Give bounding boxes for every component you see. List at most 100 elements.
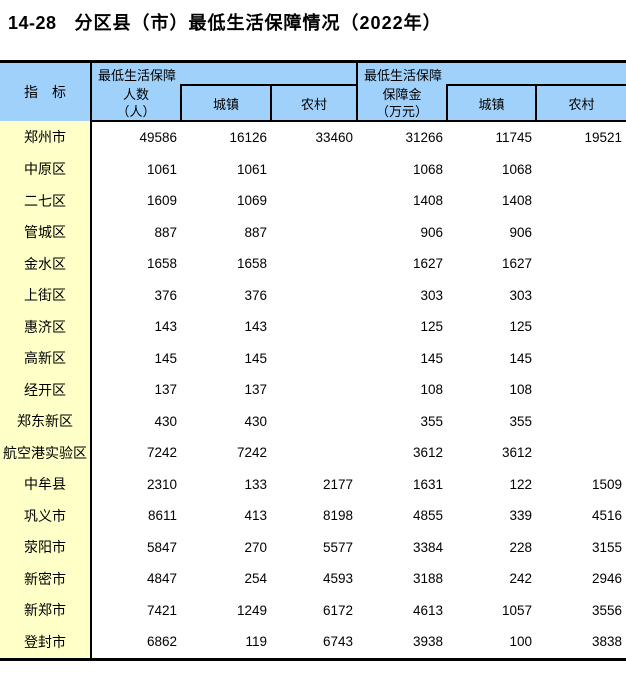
value-cell: 143: [154, 319, 177, 335]
value-cell: 4855: [412, 508, 443, 524]
value-cell: 303: [420, 287, 443, 303]
table-number: 14-28: [8, 13, 57, 33]
value-cell: 137: [244, 382, 267, 398]
value-cell: 7242: [146, 445, 177, 461]
table-row: 登封市 6862 119 6743 3938 100 3838: [0, 626, 626, 659]
value-cell: 145: [420, 350, 443, 366]
value-cell: 122: [509, 476, 532, 492]
value-cell: 1658: [146, 256, 177, 272]
table-row: 惠济区 143 143 125 125: [0, 311, 626, 343]
value-cell: 3838: [591, 634, 623, 650]
table-body: 郑州市 49586 16126 33460 31266 11745 19521 中原区 1061…: [0, 121, 626, 659]
table-row: 经开区 137 137 108 108: [0, 374, 626, 406]
table-row: 巩义市 8611 413 8198 4855 339 4516: [0, 500, 626, 532]
value-cell: 3155: [591, 539, 623, 555]
value-cell: 906: [420, 224, 443, 240]
header-funds-unit: （万元）: [375, 103, 428, 119]
value-cell: [271, 406, 357, 438]
value-cell: 3188: [412, 571, 443, 587]
value-cell: 906: [509, 224, 532, 240]
table-title-text: 分区县（市）最低生活保障情况（2022年）: [74, 13, 442, 33]
value-cell: [536, 217, 626, 249]
row-label: 航空港实验区: [0, 437, 92, 469]
value-cell: 133: [244, 476, 267, 492]
value-cell: 6862: [146, 634, 177, 650]
table-row: 航空港实验区 7242 7242 3612 3612: [0, 437, 626, 469]
value-cell: 108: [509, 382, 532, 398]
table-row: 上街区 376 376 303 303: [0, 279, 626, 312]
header-population-total: 人数 （人）: [91, 85, 181, 122]
value-cell: 33460: [315, 130, 353, 146]
value-cell: 4593: [322, 571, 353, 587]
value-cell: 6743: [322, 634, 353, 650]
row-label: 郑东新区: [0, 405, 92, 437]
value-cell: 6172: [322, 602, 353, 618]
value-cell: 1061: [146, 161, 177, 177]
value-cell: 1068: [412, 161, 443, 177]
value-cell: 413: [244, 508, 267, 524]
value-cell: 4847: [146, 571, 177, 587]
value-cell: 1627: [501, 256, 532, 272]
value-cell: 16126: [229, 130, 267, 146]
value-cell: 145: [244, 350, 267, 366]
value-cell: 376: [154, 287, 177, 303]
value-cell: [271, 217, 357, 249]
value-cell: 1627: [412, 256, 443, 272]
value-cell: 1658: [236, 256, 267, 272]
value-cell: 1408: [412, 193, 443, 209]
value-cell: 355: [509, 413, 532, 429]
value-cell: [271, 280, 357, 312]
value-cell: 1408: [501, 193, 532, 209]
table-row: 荥阳市 5847 270 5577 3384 228 3155: [0, 531, 626, 563]
value-cell: 8198: [322, 508, 353, 524]
value-cell: 887: [244, 224, 267, 240]
value-cell: 1509: [591, 476, 623, 492]
row-label: 金水区: [0, 248, 92, 280]
value-cell: 270: [244, 539, 267, 555]
value-cell: [536, 185, 626, 217]
header-population-rural: 农村: [270, 84, 358, 122]
statistics-table: 指 标 最低生活保障 最低生活保障 人数 （人） 城镇 农村 保障金 （万元） …: [0, 60, 626, 661]
value-cell: 7421: [146, 602, 177, 618]
row-label: 上街区: [0, 279, 92, 311]
header-group-population: 最低生活保障: [91, 61, 358, 85]
value-cell: 3556: [591, 602, 623, 618]
row-label: 高新区: [0, 342, 92, 374]
value-cell: 376: [244, 287, 267, 303]
value-cell: 887: [154, 224, 177, 240]
value-cell: 2310: [146, 476, 177, 492]
value-cell: 19521: [584, 130, 623, 146]
value-cell: 4516: [591, 508, 623, 524]
value-cell: [271, 343, 357, 375]
table-row: 郑东新区 430 430 355 355: [0, 405, 626, 438]
value-cell: [271, 248, 357, 280]
value-cell: [536, 154, 626, 186]
value-cell: 1057: [501, 602, 532, 618]
value-cell: 3384: [412, 539, 443, 555]
table-row: 新郑市 7421 1249 6172 4613 1057 3556: [0, 594, 626, 626]
row-label: 惠济区: [0, 311, 92, 343]
value-cell: [536, 280, 626, 312]
table-row: 中原区 1061 1061 1068 1068: [0, 153, 626, 186]
row-label: 新密市: [0, 563, 92, 595]
value-cell: 1609: [146, 193, 177, 209]
value-cell: [271, 311, 357, 343]
table-row: 金水区 1658 1658 1627 1627: [0, 248, 626, 280]
table-row: 管城区 887 887 906 906: [0, 216, 626, 249]
value-cell: [271, 154, 357, 186]
value-cell: 100: [509, 634, 532, 650]
value-cell: 7242: [236, 445, 267, 461]
value-cell: 3612: [412, 445, 443, 461]
value-cell: [271, 374, 357, 406]
value-cell: [271, 437, 357, 469]
value-cell: [536, 437, 626, 469]
table-row: 郑州市 49586 16126 33460 31266 11745 19521: [0, 121, 626, 154]
table-row: 中牟县 2310 133 2177 1631 122 1509: [0, 468, 626, 500]
value-cell: 355: [420, 413, 443, 429]
value-cell: 1249: [236, 602, 267, 618]
header-group-funds: 最低生活保障: [357, 61, 626, 85]
header-indicator: 指 标: [0, 61, 92, 121]
value-cell: 3938: [412, 634, 443, 650]
row-label: 荥阳市: [0, 531, 92, 563]
